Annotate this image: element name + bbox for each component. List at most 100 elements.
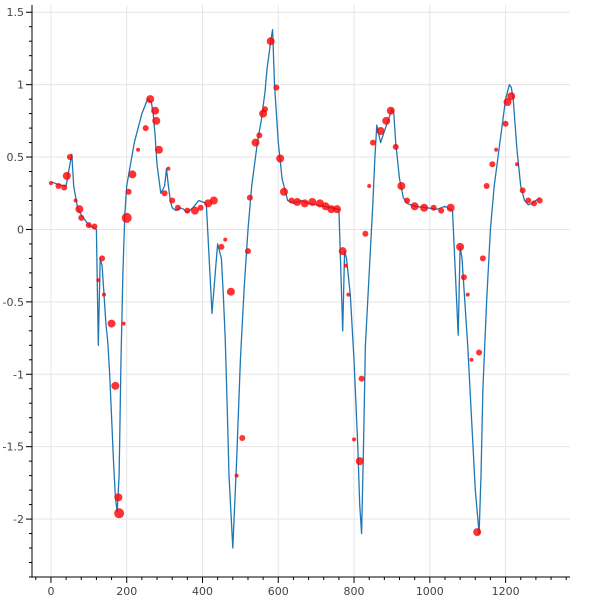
y-tick-label: -0.5 — [3, 296, 24, 309]
data-point — [62, 171, 71, 180]
data-point — [166, 166, 171, 171]
data-point — [514, 162, 519, 167]
data-point — [128, 170, 137, 179]
data-point — [502, 120, 509, 127]
data-point — [99, 255, 106, 262]
data-point — [476, 349, 483, 356]
data-point — [184, 207, 191, 214]
grid — [32, 5, 570, 577]
data-point — [300, 199, 309, 208]
data-point — [85, 222, 92, 229]
data-point — [111, 381, 120, 390]
y-tick-label: 0.5 — [7, 151, 25, 164]
data-point — [262, 106, 269, 113]
data-point — [469, 357, 474, 362]
data-point — [154, 145, 163, 154]
x-tick-label: 200 — [116, 585, 137, 598]
x-tick-label: 800 — [344, 585, 365, 598]
data-point — [386, 106, 395, 115]
data-point — [362, 230, 369, 237]
y-tick-label: -2 — [13, 513, 24, 526]
data-point — [197, 204, 204, 211]
data-point — [246, 194, 253, 201]
data-point — [494, 147, 499, 152]
data-point — [382, 116, 391, 125]
data-point — [479, 255, 486, 262]
data-point — [78, 214, 85, 221]
data-point — [519, 187, 526, 194]
data-point — [376, 126, 385, 135]
data-point — [223, 237, 228, 242]
data-point — [121, 212, 132, 223]
data-point — [136, 147, 141, 152]
data-point — [251, 138, 260, 147]
data-point — [48, 181, 53, 186]
data-point — [266, 37, 275, 46]
data-point — [121, 321, 126, 326]
data-point — [288, 197, 295, 204]
data-point — [430, 204, 437, 211]
data-point — [146, 95, 155, 104]
data-point — [446, 203, 455, 212]
data-point — [142, 125, 149, 132]
series-line — [50, 28, 541, 549]
data-point — [355, 457, 364, 466]
data-point — [152, 116, 161, 125]
data-point — [367, 184, 372, 189]
data-point — [404, 197, 411, 204]
data-point — [397, 182, 406, 191]
data-point — [218, 243, 225, 250]
x-tick-label: 0 — [47, 585, 54, 598]
data-point — [338, 247, 347, 256]
data-point — [169, 197, 176, 204]
data-point — [473, 528, 482, 537]
data-point — [392, 143, 399, 150]
data-point — [489, 161, 496, 168]
y-tick-label: -1.5 — [3, 441, 24, 454]
data-point — [73, 198, 78, 203]
marker-layer — [48, 37, 543, 537]
data-point — [525, 197, 532, 204]
data-point — [244, 248, 251, 255]
data-point — [114, 493, 123, 502]
data-point — [293, 197, 302, 206]
data-point — [276, 154, 285, 163]
series-line-layer — [50, 28, 541, 549]
data-point — [308, 197, 317, 206]
data-point — [55, 183, 62, 190]
data-point — [174, 204, 181, 211]
data-point — [279, 187, 288, 196]
data-point — [91, 223, 98, 230]
data-point — [343, 263, 348, 268]
data-point — [256, 132, 263, 139]
data-point — [226, 287, 235, 296]
data-point — [125, 188, 132, 195]
data-point — [273, 84, 280, 91]
data-point — [161, 190, 168, 197]
data-point — [369, 139, 376, 146]
data-point — [114, 508, 125, 519]
y-tick-label: 0 — [17, 223, 24, 236]
data-point — [151, 106, 160, 115]
x-tick-label: 1200 — [492, 585, 520, 598]
data-point — [234, 473, 239, 478]
data-point — [327, 205, 336, 214]
data-point — [483, 183, 490, 190]
data-point — [107, 319, 116, 328]
data-point — [346, 292, 351, 297]
data-point — [61, 184, 68, 191]
data-point — [352, 437, 357, 442]
data-point — [465, 292, 470, 297]
data-point — [531, 200, 538, 207]
data-point — [358, 375, 365, 382]
data-point — [438, 207, 445, 214]
data-point — [460, 274, 467, 281]
data-point — [507, 92, 516, 101]
data-point — [66, 154, 73, 161]
y-tick-label: 1.5 — [7, 6, 25, 19]
y-tick-label: -1 — [13, 368, 24, 381]
x-tick-label: 400 — [192, 585, 213, 598]
data-point — [75, 205, 84, 214]
data-point — [96, 278, 101, 283]
